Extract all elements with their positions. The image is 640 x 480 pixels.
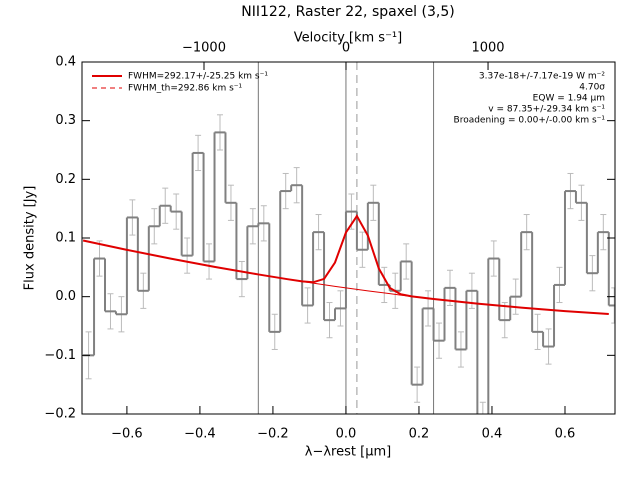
y-tick-label: 0.4 — [55, 55, 76, 70]
x2-tick-label: 0 — [342, 41, 350, 56]
legend-label: FWHM=292.17+/-25.25 km s⁻¹ — [128, 72, 268, 82]
legend-label: FWHM_th=292.86 km s⁻¹ — [128, 84, 243, 94]
y-tick-label: 0.0 — [55, 289, 76, 304]
x-tick-label: −0.4 — [184, 427, 216, 442]
baseline — [302, 280, 412, 297]
x-tick-label: −0.6 — [111, 427, 143, 442]
x-tick-label: 0.2 — [409, 427, 430, 442]
annotation: 4.70σ — [579, 83, 605, 93]
annotation: Broadening = 0.00+/-0.00 km s⁻¹ — [454, 116, 606, 126]
x-tick-label: 0.6 — [555, 427, 576, 442]
y-axis-label: Flux density [Jy] — [23, 186, 38, 291]
y-tick-label: −0.2 — [44, 407, 76, 422]
chart-title: NII122, Raster 22, spaxel (3,5) — [241, 4, 454, 20]
x2-tick-label: −1000 — [182, 41, 226, 56]
x-tick-label: 0.4 — [482, 427, 503, 442]
x2-tick-label: 1000 — [471, 41, 504, 56]
annotation: EQW = 1.94 μm — [533, 94, 605, 104]
annotation: 3.37e-18+/-7.17e-19 W m⁻² — [479, 72, 606, 82]
annotation: v = 87.35+/-29.34 km s⁻¹ — [488, 105, 605, 115]
plot-area — [82, 62, 615, 414]
x-tick-label: 0.0 — [336, 427, 357, 442]
x2-axis-label: Velocity [km s⁻¹] — [294, 31, 402, 46]
y-tick-label: 0.3 — [55, 113, 76, 128]
y-tick-label: −0.1 — [44, 348, 76, 363]
y-tick-label: 0.2 — [55, 172, 76, 187]
fit-line — [82, 214, 609, 315]
x-axis-label: λ−λrest [μm] — [305, 445, 391, 460]
y-tick-label: 0.1 — [55, 231, 76, 246]
x-tick-label: −0.2 — [257, 427, 289, 442]
